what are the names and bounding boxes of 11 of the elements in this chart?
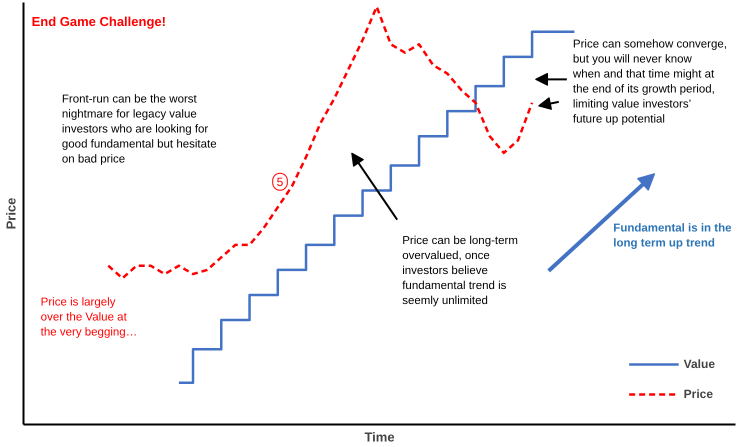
y-axis-title: Price — [4, 198, 18, 230]
annotation: Front-run can be the worst nightmare for legacy value investors who are looking for good fundamental but hesitate on bad price — [62, 94, 217, 166]
x-axis-title: Time — [364, 430, 395, 444]
annotation: Price can somehow converge, but you will never know when and that time might at the end of its growth period, limiting value investors’ future up potential — [572, 38, 727, 126]
annotation: Fundamental is in the long term up trend — [613, 222, 732, 250]
annotation: 5 — [276, 175, 284, 190]
legend-label: Price — [684, 387, 713, 401]
annotation: Price is largely over the Value at the very begging… — [40, 296, 138, 338]
annotation: Price can be long-term overvalued, once investors believe fundamental trend is seemly unlimited — [402, 235, 518, 308]
text: End Game Challenge! — [32, 14, 166, 29]
legend-label: Value — [684, 357, 715, 371]
